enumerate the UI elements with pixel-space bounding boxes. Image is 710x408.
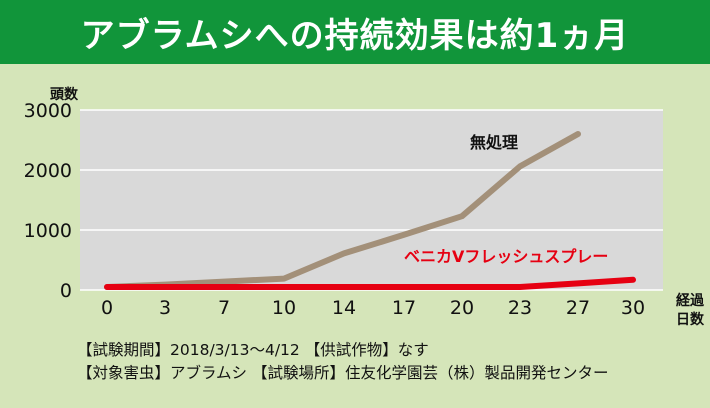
y-tick-label: 3000	[24, 100, 72, 122]
series-line-untreated	[104, 131, 581, 290]
test-conditions-line2: 【対象害虫】アブラムシ 【試験場所】住友化学園芸（株）製品開発センター	[77, 364, 609, 382]
x-tick-label: 7	[218, 297, 230, 319]
series-line-treated	[104, 276, 636, 290]
x-tick-label: 17	[392, 297, 416, 319]
test-conditions-line1: 【試験期間】2018/3/13〜4/12 【供試作物】なす	[77, 341, 429, 359]
y-tick-label: 1000	[24, 220, 72, 242]
x-tick-label: 3	[159, 297, 171, 319]
x-tick-label: 20	[450, 297, 474, 319]
y-axis-label: 頭数	[50, 86, 79, 103]
y-tick-label: 2000	[24, 160, 72, 182]
x-tick-label: 23	[508, 297, 532, 319]
x-tick-label: 30	[621, 297, 645, 319]
line-chart: 0 1000 2000 3000 0 3 7 10 14 17 20 23 27 30 無処理ベニカVフ…	[24, 86, 705, 328]
series-label-treated: ベニカVフレッシュスプレー	[404, 247, 608, 266]
x-axis-label-line1: 経過	[676, 292, 705, 309]
title-banner: アブラムシへの持続効果は約1ヵ月	[0, 0, 710, 64]
y-tick-label: 0	[60, 280, 72, 302]
chart-title: アブラムシへの持続効果は約1ヵ月	[80, 15, 630, 56]
x-tick-label: 27	[566, 297, 590, 319]
x-tick-label: 14	[332, 297, 356, 319]
x-tick-label: 10	[272, 297, 296, 319]
test-conditions: 【試験期間】2018/3/13〜4/12 【供試作物】なす 【対象害虫】アブラム…	[77, 339, 697, 385]
x-axis-label-line2: 日数	[676, 311, 705, 328]
x-tick-label: 0	[101, 297, 113, 319]
series-label-untreated: 無処理	[470, 133, 518, 152]
